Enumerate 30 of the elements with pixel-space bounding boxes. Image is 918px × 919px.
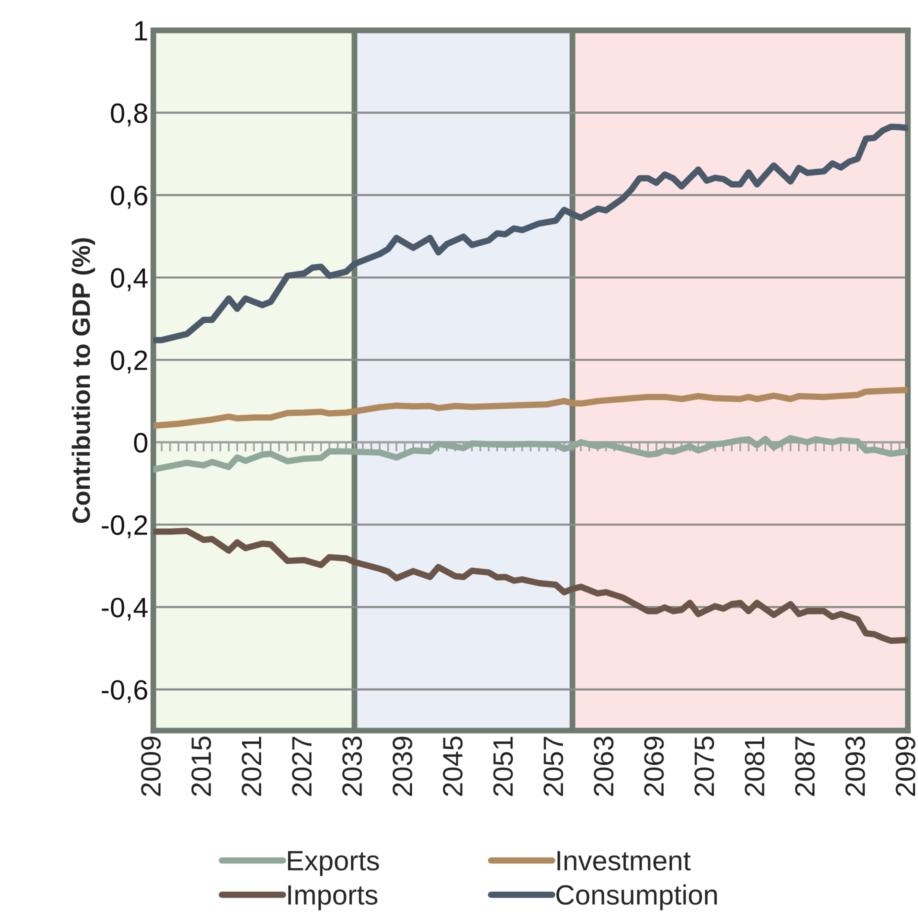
y-tick-label: 0,2: [110, 350, 148, 374]
x-tick-label: 2069: [644, 736, 664, 796]
legend-label: Investment: [558, 851, 691, 871]
legend-label: Imports: [288, 885, 378, 910]
y-tick-label: 0: [134, 432, 148, 453]
y-tick-label: -0,4: [102, 598, 148, 621]
x-tick-label: 2081: [744, 736, 764, 796]
x-tick-label: 2021: [242, 736, 262, 796]
x-tick-label: 2027: [292, 736, 312, 796]
x-tick-label: 2015: [191, 736, 212, 796]
y-tick-label: 0,6: [110, 186, 148, 209]
y-tick-label: 1: [135, 21, 148, 40]
x-tick-label: 2009: [141, 736, 161, 796]
x-tick-label: 2039: [392, 736, 412, 796]
x-tick-label: 2075: [694, 736, 714, 796]
x-tick-label: 2063: [594, 736, 614, 796]
y-axis-title: Contribution to GDP (%): [72, 238, 96, 523]
y-tick-label: -0,6: [102, 680, 148, 704]
y-tick-label: 0,4: [110, 268, 148, 292]
x-tick-label: 2033: [342, 736, 362, 796]
x-tick-label: 2093: [845, 736, 866, 796]
y-tick-label: -0,2: [102, 515, 148, 538]
x-tick-label: 2057: [544, 736, 564, 796]
legend-label: Consumption: [556, 884, 717, 910]
legend-label: Exports: [288, 851, 379, 876]
x-tick-label: 2051: [493, 736, 513, 796]
x-tick-label: 2087: [795, 736, 815, 796]
x-tick-label: 2045: [442, 736, 463, 796]
x-tick-label: 2099: [896, 736, 916, 796]
y-tick-label: 0,8: [110, 103, 148, 126]
